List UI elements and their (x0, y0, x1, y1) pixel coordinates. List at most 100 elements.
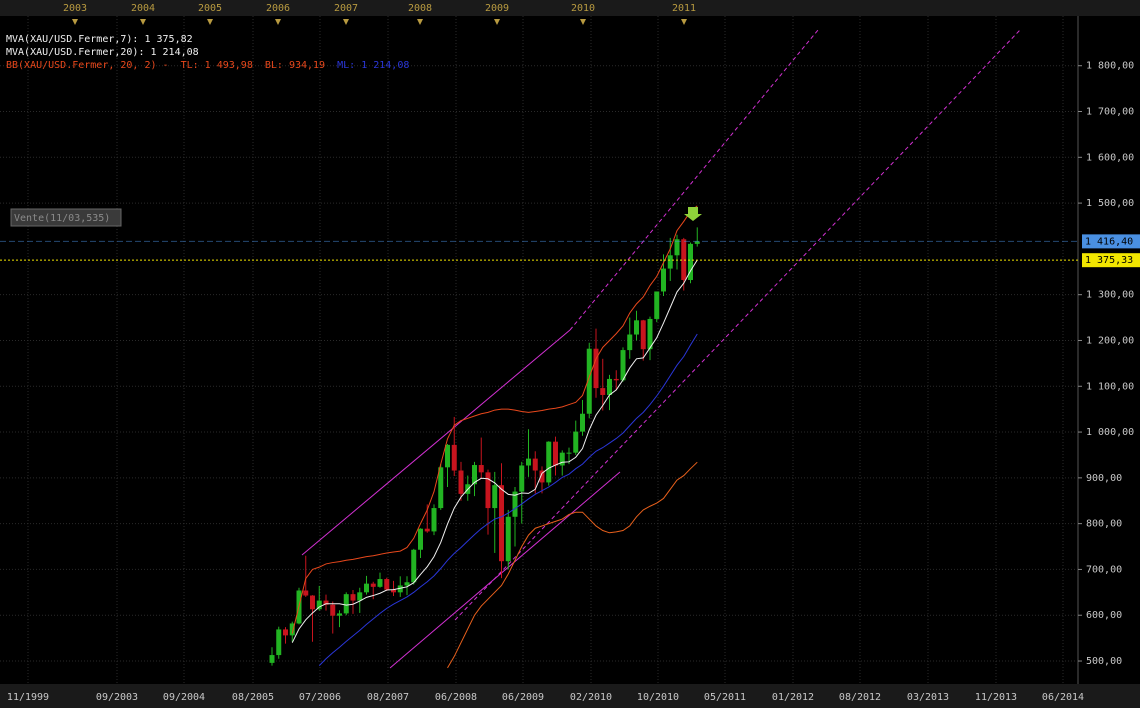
candle-body (438, 467, 444, 509)
legend-entry: MVA(XAU/USD.Fermer,7): 1 375,82 (6, 34, 193, 45)
candle-body (586, 348, 592, 414)
candle-body (370, 583, 376, 587)
x-tick-label: 07/2006 (299, 692, 341, 703)
candle-body (593, 348, 599, 389)
candle-body (472, 465, 477, 485)
candle-body (661, 268, 666, 292)
candle-body (532, 458, 538, 471)
grid (0, 16, 1078, 683)
candle-body (330, 604, 336, 616)
x-tick-label: 11/1999 (7, 692, 49, 703)
x-tick-label: 06/2014 (1042, 692, 1084, 703)
top-marker (140, 19, 146, 25)
legend-entry: BB(XAU/USD.Fermer, 20, 2) - (6, 60, 169, 71)
trend-line (389, 471, 621, 669)
trend-line (454, 29, 1021, 621)
candle-body (694, 241, 700, 244)
candle-body (404, 582, 410, 586)
candle-body (613, 378, 619, 381)
candle-body (397, 585, 403, 593)
candle-body (553, 441, 558, 466)
top-label: 2004 (131, 3, 155, 14)
candle-body (512, 491, 518, 517)
candle-body (391, 589, 396, 593)
y-tick-label: 1 000,00 (1086, 427, 1134, 438)
candle-body (269, 655, 275, 663)
legend-entry: TL: 1 493,98 (181, 60, 253, 71)
top-axis (0, 0, 1140, 16)
candle-body (607, 378, 612, 395)
y-tick-label: 900,00 (1086, 473, 1122, 484)
price-tag-label: 1 416,40 (1085, 236, 1133, 247)
trend-line (569, 29, 819, 331)
bottom-axis (0, 684, 1140, 708)
candle-body (418, 528, 423, 550)
candle-body (485, 472, 491, 509)
indicator-line (318, 333, 698, 666)
candle-body (546, 441, 552, 483)
x-tick-label: 02/2010 (570, 692, 612, 703)
top-marker (343, 19, 349, 25)
top-marker (275, 19, 281, 25)
candle-body (458, 470, 464, 494)
y-tick-label: 1 800,00 (1086, 61, 1134, 72)
y-tick-label: 1 100,00 (1086, 381, 1134, 392)
candle-body (647, 318, 653, 350)
y-tick-label: 1 200,00 (1086, 335, 1134, 346)
candle-body (316, 600, 322, 610)
y-tick-label: 1 700,00 (1086, 107, 1134, 118)
candle-body (499, 485, 504, 562)
top-marker (580, 19, 586, 25)
candle-body (337, 613, 342, 616)
candle-body (377, 579, 383, 587)
candle-body (674, 239, 680, 256)
y-tick-label: 600,00 (1086, 610, 1122, 621)
top-label: 2007 (334, 3, 358, 14)
candle-body (526, 458, 531, 466)
top-label: 2008 (408, 3, 432, 14)
candle-body (276, 629, 282, 656)
y-tick-label: 700,00 (1086, 564, 1122, 575)
candle-body (573, 431, 579, 453)
legend-entry: ML: 1 214,08 (337, 60, 409, 71)
top-marker (417, 19, 423, 25)
x-tick-label: 01/2012 (772, 692, 814, 703)
candle-body (343, 594, 349, 614)
top-label: 2011 (672, 3, 696, 14)
top-marker (207, 19, 213, 25)
candle-body (559, 452, 565, 466)
candle-body (654, 291, 660, 319)
candle-body (445, 444, 450, 468)
y-tick-label: 1 500,00 (1086, 198, 1134, 209)
x-tick-label: 08/2012 (839, 692, 881, 703)
top-label: 2006 (266, 3, 290, 14)
x-tick-label: 08/2005 (232, 692, 274, 703)
indicator-line (291, 259, 698, 643)
x-tick-label: 10/2010 (637, 692, 679, 703)
x-tick-label: 09/2004 (163, 692, 205, 703)
candle-body (634, 320, 639, 335)
candle-body (384, 579, 390, 590)
price-tag (1082, 253, 1140, 268)
candle-body (364, 583, 369, 593)
candle-body (640, 320, 646, 350)
y-tick-label: 1 600,00 (1086, 152, 1134, 163)
x-tick-label: 09/2003 (96, 692, 138, 703)
y-tick-label: 1 300,00 (1086, 290, 1134, 301)
top-marker (494, 19, 500, 25)
x-tick-label: 08/2007 (367, 692, 409, 703)
x-tick-label: 05/2011 (704, 692, 746, 703)
candle-body (620, 350, 626, 381)
indicator-line (447, 461, 698, 669)
top-marker (72, 19, 78, 25)
candle-body (411, 549, 417, 583)
candle-body (350, 594, 356, 601)
candle-body (424, 528, 430, 532)
candle-body (681, 239, 687, 281)
annotation-box (10, 208, 122, 227)
candle-body (492, 485, 498, 509)
plot (269, 205, 700, 669)
candle-body (505, 516, 511, 562)
